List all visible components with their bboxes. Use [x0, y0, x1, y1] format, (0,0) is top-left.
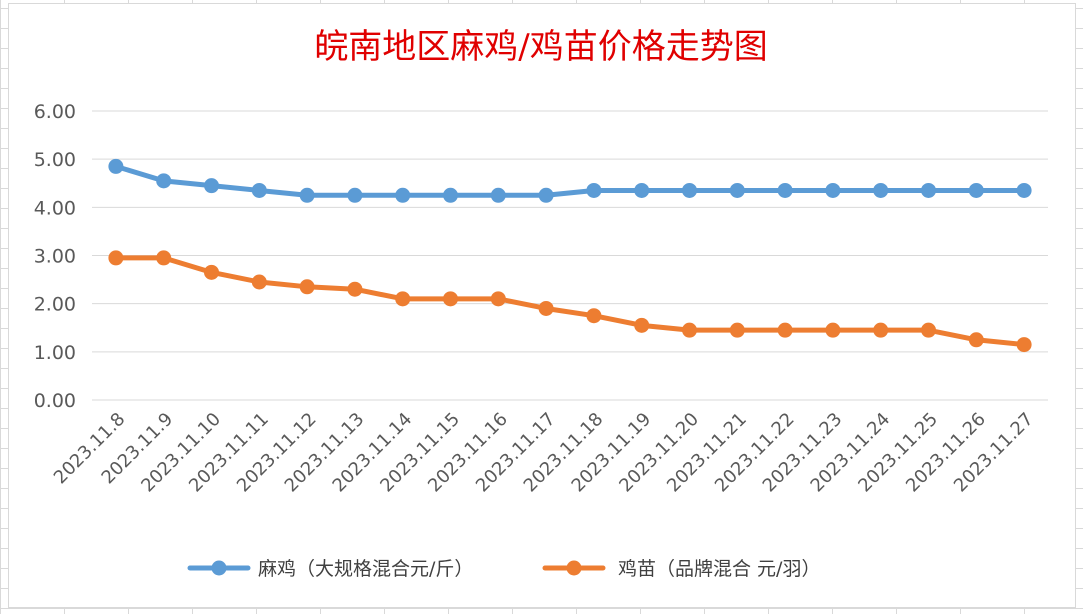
data-point[interactable]	[204, 264, 219, 280]
legend: 麻鸡（大规格混合元/斤） 鸡苗（品牌混合 元/羽）	[187, 558, 820, 580]
data-point[interactable]	[873, 182, 889, 198]
legend-label: 鸡苗（品牌混合 元/羽）	[618, 558, 820, 580]
data-point[interactable]	[347, 187, 363, 203]
x-axis-ticks: 2023.11.82023.11.92023.11.102023.11.1120…	[50, 409, 1038, 497]
y-tick-label: 3.00	[34, 246, 76, 268]
data-point[interactable]	[777, 182, 793, 198]
data-point[interactable]	[156, 250, 172, 266]
y-tick-label: 5.00	[34, 149, 76, 171]
y-tick-label: 6.00	[34, 101, 76, 123]
y-tick-label: 2.00	[34, 294, 76, 316]
legend-item[interactable]: 麻鸡（大规格混合元/斤）	[187, 558, 473, 580]
data-point[interactable]	[299, 279, 315, 295]
data-point[interactable]	[968, 182, 984, 198]
data-point[interactable]	[1016, 182, 1032, 198]
series-0	[108, 158, 1032, 203]
data-point[interactable]	[395, 291, 411, 307]
legend-item[interactable]: 鸡苗（品牌混合 元/羽）	[542, 558, 820, 580]
data-point[interactable]	[395, 187, 411, 203]
series-1	[108, 250, 1032, 353]
data-point[interactable]	[108, 250, 124, 266]
legend-swatch-marker	[566, 560, 582, 576]
data-point[interactable]	[825, 182, 841, 198]
data-point[interactable]	[634, 182, 650, 198]
data-point[interactable]	[251, 182, 267, 198]
data-point[interactable]	[490, 291, 506, 307]
data-point[interactable]	[443, 187, 458, 203]
data-point[interactable]	[586, 308, 602, 324]
gridlines	[92, 110, 1048, 401]
data-point[interactable]	[729, 322, 745, 338]
legend-swatch-marker	[211, 560, 227, 576]
data-point[interactable]	[299, 187, 315, 203]
series-line	[113, 163, 1027, 198]
data-point[interactable]	[968, 332, 984, 348]
data-point[interactable]	[825, 322, 841, 338]
data-point[interactable]	[443, 291, 458, 307]
data-point[interactable]	[204, 178, 219, 194]
data-point[interactable]	[586, 182, 602, 198]
data-point[interactable]	[490, 187, 506, 203]
data-point[interactable]	[921, 182, 936, 198]
data-point[interactable]	[682, 182, 697, 198]
y-tick-label: 4.00	[34, 197, 76, 219]
data-point[interactable]	[634, 317, 650, 333]
legend-label: 麻鸡（大规格混合元/斤）	[258, 558, 473, 580]
data-point[interactable]	[108, 158, 124, 174]
data-point[interactable]	[538, 187, 554, 203]
chart-title: 皖南地区麻鸡/鸡苗价格走势图	[314, 27, 767, 67]
data-point[interactable]	[1016, 337, 1032, 353]
data-point[interactable]	[729, 182, 745, 198]
data-point[interactable]	[538, 300, 554, 316]
data-point[interactable]	[777, 322, 793, 338]
data-point[interactable]	[873, 322, 889, 338]
series-layer	[108, 158, 1032, 353]
data-point[interactable]	[682, 322, 697, 338]
data-point[interactable]	[921, 322, 936, 338]
y-axis-ticks: 0.00 1.00 2.00 3.00 4.00 5.00 6.00	[34, 101, 76, 412]
data-point[interactable]	[251, 274, 267, 290]
y-tick-label: 0.00	[34, 390, 76, 412]
data-point[interactable]	[156, 173, 172, 189]
y-tick-label: 1.00	[34, 342, 76, 364]
data-point[interactable]	[347, 281, 363, 297]
series-line	[113, 255, 1027, 348]
